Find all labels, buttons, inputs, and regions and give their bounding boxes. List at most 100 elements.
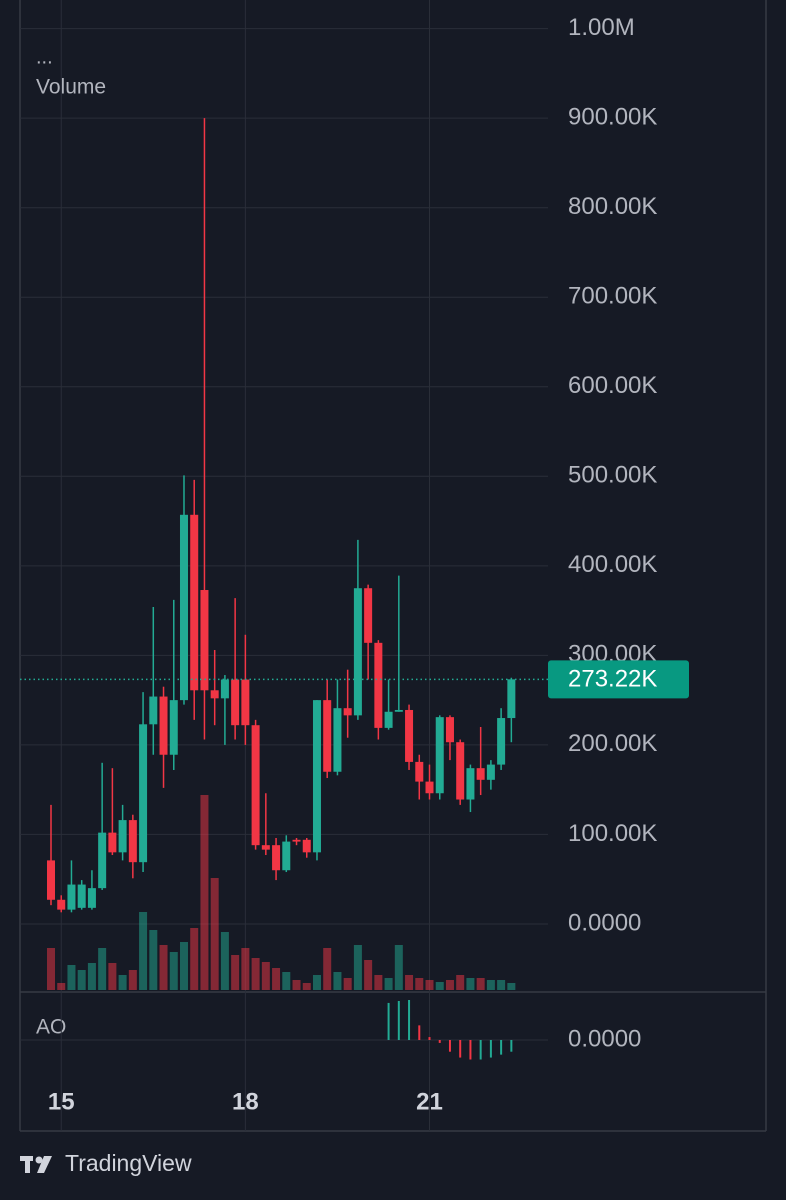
candle-body <box>456 742 465 800</box>
volume-bar <box>497 980 506 990</box>
marks <box>20 118 548 1060</box>
candle-body <box>323 700 332 772</box>
candle-body <box>374 642 383 728</box>
volume-label: Volume <box>36 76 106 99</box>
candle-body <box>343 708 352 716</box>
volume-bar <box>323 948 332 990</box>
volume-bar <box>394 945 403 990</box>
ao-tick-label: 0.0000 <box>568 1025 641 1052</box>
last-price-tag <box>548 660 689 699</box>
volume-bar <box>261 962 270 990</box>
volume-bar <box>333 972 342 990</box>
candle-body <box>476 768 485 780</box>
volume-bar <box>169 952 178 990</box>
volume-bar <box>507 983 516 990</box>
candle-body <box>364 588 373 643</box>
candle-body <box>128 820 137 863</box>
candle-body <box>292 839 301 842</box>
volume-bar <box>108 963 117 990</box>
volume-bar <box>292 980 301 990</box>
y-tick-label: 1.00M <box>568 14 635 41</box>
candle-body <box>241 679 250 726</box>
volume-bar <box>486 980 495 990</box>
volume-bar <box>353 945 362 990</box>
volume-bar <box>179 942 188 990</box>
volume-bar <box>149 930 158 990</box>
volume-bar <box>282 972 291 990</box>
volume-bar <box>312 975 321 990</box>
volume-bar <box>445 980 454 990</box>
candle-body <box>486 764 495 780</box>
volume-bar <box>77 970 86 990</box>
candle-body <box>466 768 475 800</box>
candle-body <box>333 708 342 772</box>
volume-bar <box>251 958 260 990</box>
candle-body <box>108 832 117 853</box>
candle-body <box>190 514 199 691</box>
y-tick-label: 0.0000 <box>568 909 641 936</box>
indicator-dots: ... <box>36 46 53 68</box>
volume-bar <box>272 968 281 990</box>
x-tick-label: 18 <box>232 1088 259 1115</box>
y-tick-label: 100.00K <box>568 820 657 847</box>
volume-bar <box>425 980 434 990</box>
volume-bar <box>384 978 393 990</box>
volume-bar <box>302 983 311 990</box>
candle-body <box>384 711 393 728</box>
y-tick-label: 500.00K <box>568 462 657 489</box>
volume-bar <box>476 978 485 990</box>
candle-body <box>302 839 311 853</box>
x-tick-label: 15 <box>48 1088 75 1115</box>
candle-body <box>405 709 414 762</box>
volume-bar <box>343 978 352 990</box>
y-tick-label: 400.00K <box>568 551 657 578</box>
candle-body <box>220 679 229 699</box>
volume-bar <box>118 975 127 990</box>
volume-bar <box>98 948 107 990</box>
volume-bar <box>364 960 373 990</box>
candle-body <box>353 588 362 716</box>
candle-body <box>139 724 148 863</box>
candle-body <box>169 700 178 755</box>
candle-body <box>159 696 168 755</box>
candle-body <box>210 690 219 699</box>
volume-bar <box>456 975 465 990</box>
candle-body <box>261 845 270 850</box>
candle-body <box>87 888 96 908</box>
candle-body <box>67 884 76 910</box>
candle-body <box>272 845 281 871</box>
volume-bar <box>415 978 424 990</box>
volume-bar <box>374 975 383 990</box>
y-tick-label: 600.00K <box>568 372 657 399</box>
volume-bar <box>220 932 229 990</box>
brand-logo <box>20 1156 52 1173</box>
x-tick-label: 21 <box>416 1088 443 1115</box>
candle-body <box>98 832 107 889</box>
y-tick-label: 800.00K <box>568 193 657 220</box>
y-tick-label: 900.00K <box>568 104 657 131</box>
brand-name: TradingView <box>65 1150 192 1176</box>
candle-body <box>435 717 444 794</box>
candle-body <box>77 884 86 908</box>
volume-bar <box>87 963 96 990</box>
candle-body <box>282 841 291 871</box>
candle-body <box>415 761 424 782</box>
candle-body <box>179 514 188 701</box>
candle-body <box>445 717 454 743</box>
candle-body <box>200 590 209 691</box>
y-tick-label: 700.00K <box>568 283 657 310</box>
candle-body <box>118 820 127 853</box>
candle-body <box>312 700 321 853</box>
last-price-label: 273.22K <box>568 666 657 693</box>
volume-bar <box>159 945 168 990</box>
candle-body <box>47 860 55 900</box>
candle-body <box>251 725 260 846</box>
candle-body <box>497 718 506 765</box>
candle-body <box>425 781 434 794</box>
volume-bar <box>57 983 66 990</box>
volume-bar <box>67 965 76 990</box>
y-tick-label: 200.00K <box>568 730 657 757</box>
volume-bar <box>139 912 148 990</box>
